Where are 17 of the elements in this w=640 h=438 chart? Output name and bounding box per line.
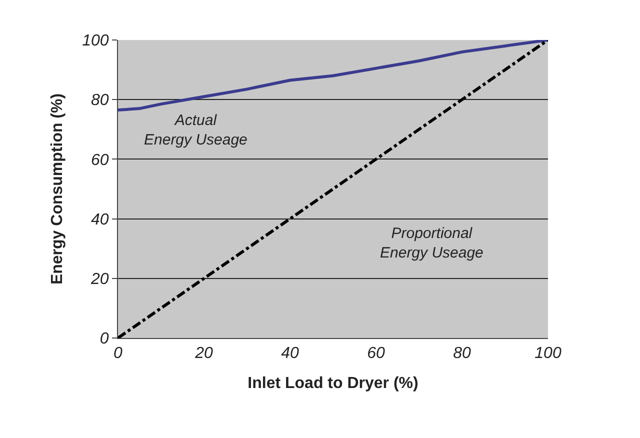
x-tick-label: 60 (367, 345, 385, 362)
y-tick-label: 20 (90, 271, 109, 288)
x-axis-title: Inlet Load to Dryer (%) (248, 374, 418, 392)
annotation: Proportional Energy Useage (380, 225, 484, 262)
x-tick-label: 80 (453, 345, 471, 362)
y-tick-label: 40 (91, 211, 109, 228)
line-series (118, 40, 548, 112)
annotation: Actual Energy Useage (144, 112, 248, 148)
x-tick-label: 20 (194, 345, 213, 362)
x-tick-label: 0 (114, 345, 123, 362)
y-tick-label: 0 (100, 330, 109, 348)
x-tick-label: 100 (534, 345, 562, 362)
y-axis-title: Energy Consumption (%) (48, 93, 66, 285)
y-tick-label: 60 (91, 152, 109, 169)
x-tick-label: 40 (281, 345, 299, 362)
y-tick-label: 80 (91, 92, 109, 110)
y-tick-label: 100 (82, 32, 109, 50)
